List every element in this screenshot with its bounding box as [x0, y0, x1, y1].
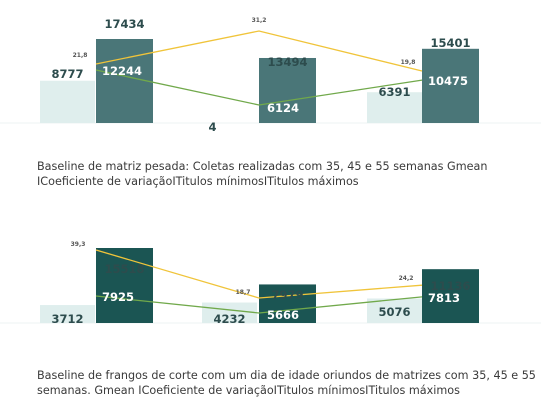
label-max-55: 15401 [430, 36, 470, 50]
bar-max-55 [422, 269, 479, 323]
label-min-35: 12244 [102, 64, 142, 78]
chart-top-caption: Baseline de matriz pesada: Coletas reali… [37, 160, 488, 188]
label-cv-55: 24,2 [399, 275, 414, 282]
bar-gmean-55 [367, 92, 422, 123]
label-min-45: 5666 [267, 308, 299, 322]
label-min-35: 7925 [102, 290, 134, 304]
label-cv-35: 39,3 [71, 241, 86, 248]
label-cv-45: 31,2 [252, 17, 267, 24]
label-max-35: 15518 [104, 262, 144, 276]
label-gmean-35: 3712 [51, 312, 83, 326]
label-gmean-55: 6391 [378, 85, 410, 99]
label-gmean-55: 5076 [378, 305, 410, 319]
line-cv [95, 249, 423, 299]
chart-bottom: 3712 4232 5076 15518 7979 11136 7925 5666 7813 39… [0, 241, 541, 326]
label-max-55: 11136 [430, 279, 470, 293]
chart-bottom-caption: Baseline de frangos de corte com um dia … [37, 369, 536, 397]
label-min-55: 10475 [428, 74, 468, 88]
bar-max-35 [96, 39, 153, 123]
bar-gmean-35 [40, 80, 95, 123]
label-max-35: 17434 [104, 17, 144, 31]
line-min [95, 295, 423, 314]
label-cv-35: 21,8 [73, 52, 88, 59]
bar-max-45 [259, 57, 316, 123]
label-min-45: 6124 [267, 101, 299, 115]
line-min [95, 69, 423, 106]
bar-gmean-45 [202, 302, 257, 323]
label-cv-55: 19,8 [401, 59, 416, 66]
label-max-45: 7979 [271, 288, 303, 302]
label-min-55: 7813 [428, 291, 460, 305]
line-cv [95, 30, 423, 72]
bar-max-45 [259, 284, 316, 323]
bar-max-35 [96, 248, 153, 323]
bar-max-55 [422, 48, 479, 123]
label-gmean-35: 8777 [51, 67, 83, 81]
label-cv-45: 18,7 [236, 289, 251, 296]
bar-gmean-55 [367, 298, 422, 323]
chart-top: 8777 4 6391 17434 13494 15401 12244 6124 10475 21… [0, 17, 541, 134]
label-gmean-45: 4 [208, 120, 216, 134]
bar-gmean-35 [40, 305, 95, 323]
label-gmean-45: 4232 [213, 312, 245, 326]
label-max-45: 13494 [267, 55, 307, 69]
